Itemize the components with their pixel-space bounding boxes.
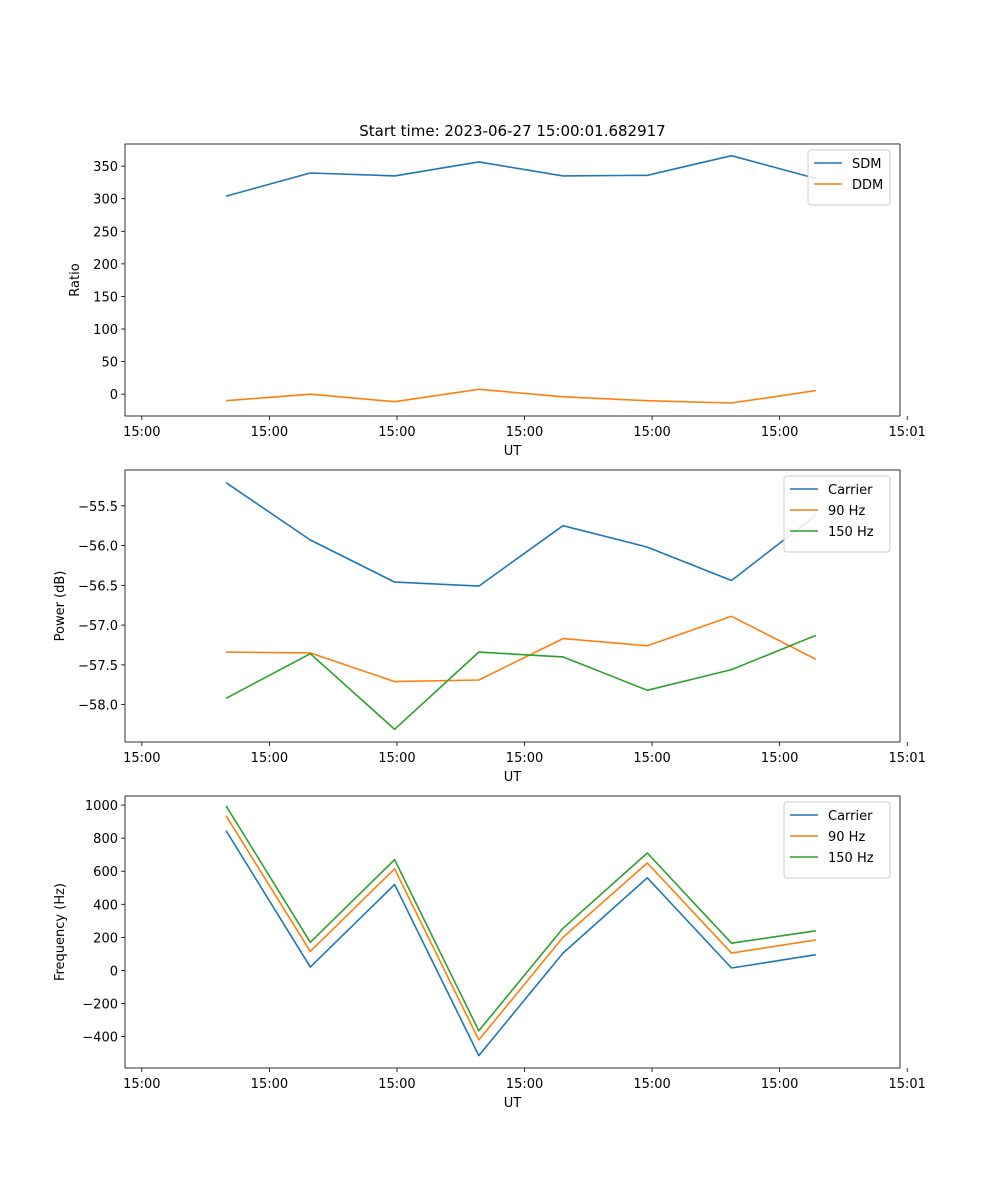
- y-tick-label: 50: [101, 356, 118, 371]
- y-tick-label: 800: [93, 832, 118, 847]
- x-tick-label: 15:00: [251, 425, 288, 440]
- y-tick-label: 1000: [85, 799, 118, 814]
- legend: Carrier 90 Hz 150 Hz: [783, 801, 891, 879]
- x-tick-label: 15:00: [761, 1077, 798, 1092]
- plot-frame: [124, 143, 901, 417]
- chart-panel-1: 15:00 15:00 15:00 15:00 15:00 15:00 15:01 0 50 10…: [68, 143, 926, 459]
- x-tick-label: 15:00: [123, 1077, 160, 1092]
- x-tick-label: 15:00: [633, 1077, 670, 1092]
- legend: SDM DDM: [807, 149, 891, 206]
- x-tick-label: 15:00: [506, 1077, 543, 1092]
- legend-label: 150 Hz: [828, 851, 874, 866]
- chart-panel-3: 15:00 15:00 15:00 15:00 15:00 15:00 15:01 −400 −…: [53, 795, 926, 1111]
- y-tick-label: 0: [110, 388, 118, 403]
- y-tick-label: 250: [93, 225, 118, 240]
- x-tick-label: 15:00: [633, 425, 670, 440]
- y-tick-label: −400: [82, 1031, 118, 1046]
- x-tick-label: 15:00: [378, 425, 415, 440]
- x-tick-label: 15:00: [123, 751, 160, 766]
- series-line-150-hz: [225, 634, 817, 731]
- series-line-ddm: [226, 388, 816, 404]
- y-tick-label: −56.0: [78, 540, 118, 555]
- y-tick-label: 100: [93, 323, 118, 338]
- x-tick-label: 15:00: [506, 425, 543, 440]
- x-axis-label: UT: [504, 1096, 522, 1111]
- x-tick-label: 15:00: [123, 425, 160, 440]
- legend-label: Carrier: [828, 483, 873, 498]
- y-tick-label: 300: [93, 193, 118, 208]
- x-tick-label: 15:00: [761, 425, 798, 440]
- y-axis-label: Frequency (Hz): [53, 883, 68, 981]
- y-tick-label: 400: [93, 898, 118, 913]
- y-tick-label: −55.5: [78, 500, 118, 515]
- x-tick-label: 15:01: [888, 425, 925, 440]
- chart-panel-2: 15:00 15:00 15:00 15:00 15:00 15:00 15:01 −58.0…: [53, 469, 926, 785]
- legend-box: [783, 801, 891, 879]
- x-axis-label: UT: [504, 444, 522, 459]
- series-line-carrier: [225, 482, 817, 587]
- figure-title: Start time: 2023-06-27 15:00:01.682917: [359, 122, 665, 140]
- x-tick-label: 15:00: [761, 751, 798, 766]
- y-tick-label: −56.5: [78, 579, 118, 594]
- legend-label: 150 Hz: [828, 525, 874, 540]
- y-axis-label: Power (dB): [53, 571, 68, 642]
- y-tick-label: 200: [93, 258, 118, 273]
- plot-frame: [124, 795, 901, 1069]
- y-tick-label: −57.5: [78, 659, 118, 674]
- y-tick-label: −57.0: [78, 619, 118, 634]
- x-axis-label: UT: [504, 770, 522, 785]
- x-tick-label: 15:01: [888, 751, 925, 766]
- legend-label: Carrier: [828, 809, 873, 824]
- legend-label: DDM: [852, 178, 883, 193]
- x-tick-label: 15:00: [633, 751, 670, 766]
- series-line-150-hz: [225, 805, 816, 1032]
- y-tick-label: −58.0: [78, 699, 118, 714]
- x-tick-label: 15:00: [378, 1077, 415, 1092]
- series-line-carrier: [225, 830, 816, 1057]
- legend-label: 90 Hz: [828, 504, 865, 519]
- x-tick-label: 15:00: [251, 751, 288, 766]
- plot-frame: [124, 469, 901, 743]
- legend-box: [783, 475, 891, 553]
- y-tick-label: 200: [93, 931, 118, 946]
- y-tick-label: 150: [93, 290, 118, 305]
- series-line-90-hz: [225, 815, 816, 1041]
- series-line-90-hz: [226, 615, 817, 683]
- y-tick-label: 350: [93, 160, 118, 175]
- x-tick-label: 15:01: [888, 1077, 925, 1092]
- x-tick-label: 15:00: [251, 1077, 288, 1092]
- y-tick-label: −200: [82, 998, 118, 1013]
- legend-label: 90 Hz: [828, 830, 865, 845]
- y-axis-label: Ratio: [68, 263, 83, 296]
- y-tick-label: 0: [110, 964, 118, 979]
- legend: Carrier 90 Hz 150 Hz: [783, 475, 891, 553]
- x-tick-label: 15:00: [506, 751, 543, 766]
- legend-label: SDM: [852, 157, 881, 172]
- series-line-sdm: [225, 154, 817, 197]
- x-tick-label: 15:00: [378, 751, 415, 766]
- y-tick-label: 600: [93, 865, 118, 880]
